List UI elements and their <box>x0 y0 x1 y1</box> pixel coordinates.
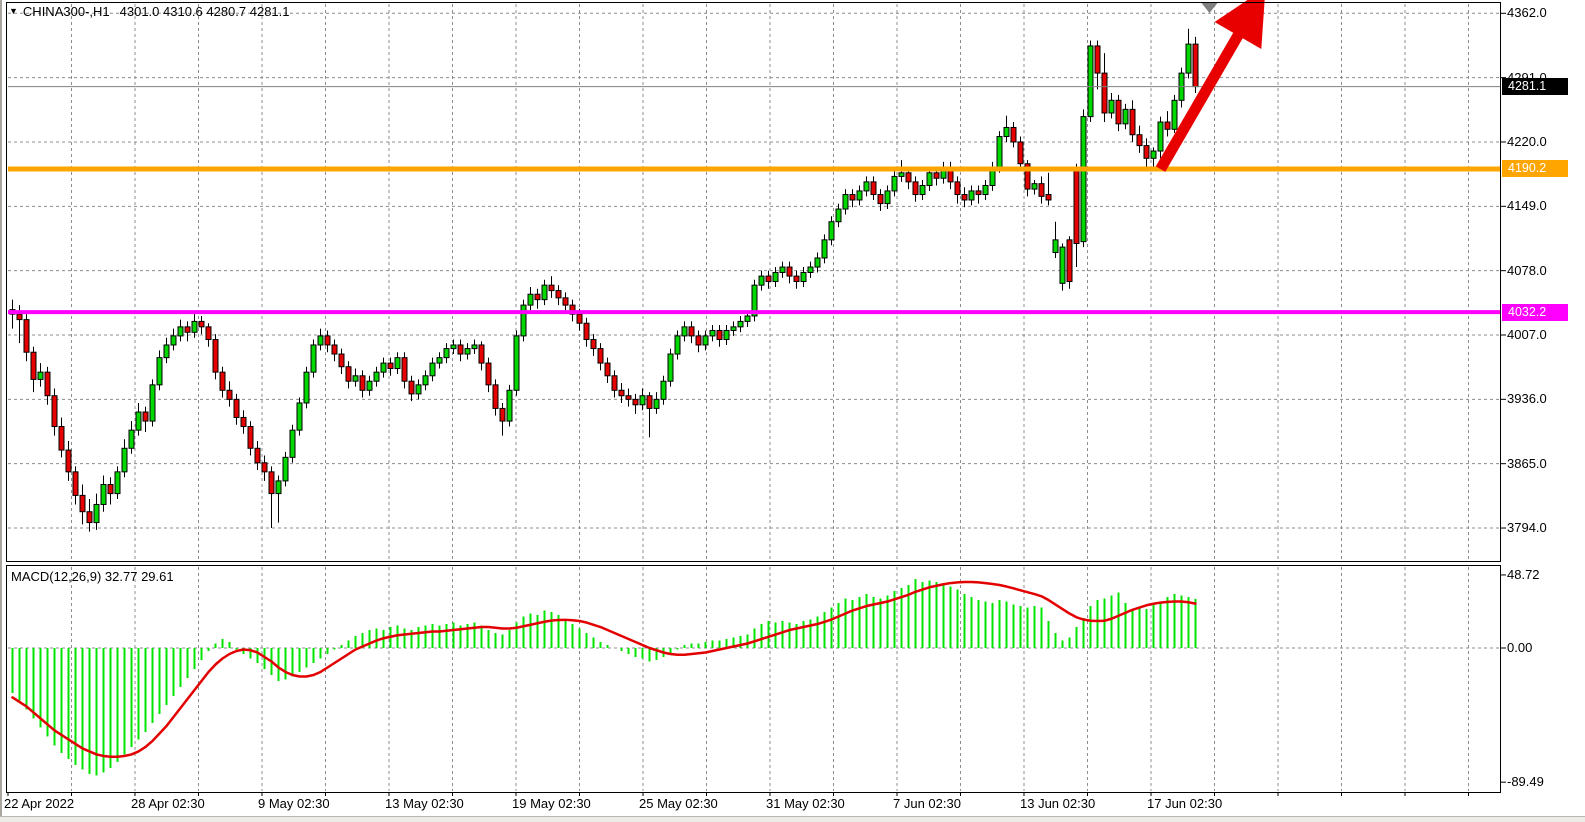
main-chart-border <box>6 2 1501 562</box>
macd-indicator-label: MACD(12,26,9) 32.77 29.61 <box>11 569 174 584</box>
time-tick-label: 13 Jun 02:30 <box>1020 796 1096 811</box>
time-tick-label: 7 Jun 02:30 <box>893 796 961 811</box>
price-tick-label: 4078.0 <box>1507 262 1547 278</box>
trend-arrow[interactable] <box>1155 0 1266 172</box>
price-tick-label: 3865.0 <box>1507 455 1547 471</box>
bid-price-badge: 4281.1 <box>1502 78 1568 96</box>
axis-tick-marks <box>7 12 1506 796</box>
macd-grid <box>8 567 1500 791</box>
time-tick-label: 31 May 02:30 <box>766 796 845 811</box>
time-tick-label: 9 May 02:30 <box>258 796 330 811</box>
window-bottom-edge <box>0 816 1585 822</box>
macd-tick-label: 0.00 <box>1507 640 1533 655</box>
price-tick-label: 4362.0 <box>1507 5 1547 21</box>
macd-histogram <box>11 579 1197 776</box>
candlesticks <box>9 28 1199 532</box>
price-tick-label: 4149.0 <box>1507 198 1547 214</box>
time-tick-label: 22 Apr 2022 <box>4 796 75 811</box>
chart-ohlc-values: 4301.0 4310.6 4280.7 4281.1 <box>119 4 290 19</box>
time-tick-label: 25 May 02:30 <box>639 796 718 811</box>
price-tick-label: 3936.0 <box>1507 391 1547 407</box>
chart-title: ▼ CHINA300-,H1 4301.0 4310.6 4280.7 4281.1 <box>9 4 290 19</box>
time-tick-label: 13 May 02:30 <box>385 796 464 811</box>
resistance-price-badge: 4190.2 <box>1502 160 1568 178</box>
macd-panel-border <box>6 565 1501 793</box>
price-tick-label: 4007.0 <box>1507 327 1547 342</box>
window-left-edge <box>0 0 2 822</box>
macd-tick-label: 48.72 <box>1507 566 1540 582</box>
chart-shift-marker[interactable] <box>1201 3 1218 13</box>
symbol-marker-icon: ▼ <box>9 6 18 16</box>
time-tick-label: 19 May 02:30 <box>512 796 591 811</box>
price-tick-label: 3794.0 <box>1507 520 1547 536</box>
chart-symbol-period: CHINA300-,H1 <box>22 4 110 19</box>
support-price-badge: 4032.2 <box>1502 303 1568 321</box>
price-tick-label: 4220.0 <box>1507 133 1547 149</box>
time-tick-label: 17 Jun 02:30 <box>1147 796 1223 811</box>
main-grid <box>8 4 1500 560</box>
time-tick-label: 28 Apr 02:30 <box>131 796 205 811</box>
macd-tick-label: -89.49 <box>1507 774 1544 790</box>
macd-signal-line <box>11 580 1197 758</box>
